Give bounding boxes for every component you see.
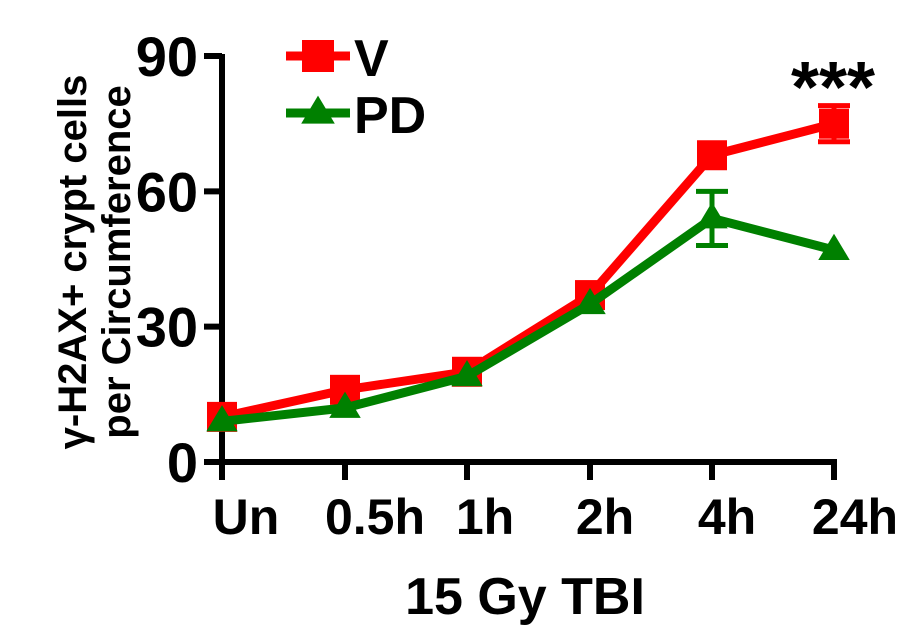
significance-annotation: ***: [791, 48, 875, 128]
legend-label: V: [354, 30, 389, 88]
series-point: [819, 108, 849, 139]
legend-label: PD: [354, 87, 426, 145]
y-axis-label-line2: per Circumference: [95, 85, 139, 438]
y-tick-label: 60: [136, 160, 198, 223]
x-ticks: Un 0.5h 1h 2h 4h 24h: [213, 462, 898, 545]
series-point: [206, 405, 238, 432]
x-tick-label: 1h: [456, 489, 514, 545]
series-line: [221, 119, 836, 422]
series-point: [301, 95, 335, 124]
series-v: [207, 103, 850, 432]
x-tick-label: Un: [213, 489, 280, 545]
series-layer: [206, 103, 850, 432]
legend: VPD: [286, 30, 426, 145]
series-point: [302, 40, 334, 72]
y-axis-label-line1: γ-H2AX+ crypt cells: [51, 75, 95, 450]
x-tick-label: 24h: [812, 489, 898, 545]
y-ticks: 0 30 60 90: [136, 25, 222, 494]
y-tick-label: 90: [136, 25, 198, 88]
series-line: [221, 213, 836, 426]
x-tick-label: 4h: [698, 489, 756, 545]
y-tick-label: 30: [136, 296, 198, 359]
series-point: [329, 391, 361, 418]
series-point: [451, 360, 483, 387]
axes: [219, 54, 837, 465]
series-point: [818, 233, 850, 260]
series-point: [574, 287, 606, 315]
y-tick-label: 0: [167, 431, 198, 494]
series-point: [696, 202, 728, 229]
x-tick-label: 0.5h: [325, 489, 425, 545]
series-point: [697, 140, 727, 171]
series-pd: [206, 188, 850, 432]
x-axis-label: 15 Gy TBI: [405, 568, 645, 626]
x-tick-label: 2h: [576, 489, 634, 545]
